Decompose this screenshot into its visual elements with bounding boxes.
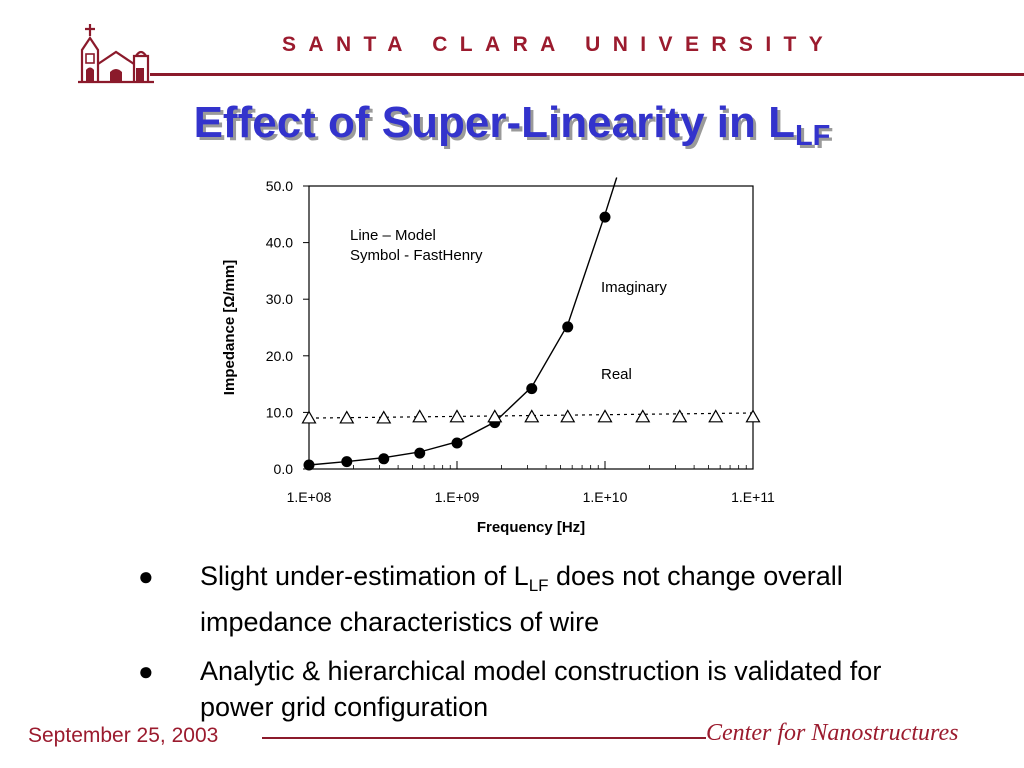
mission-church-icon — [78, 24, 154, 84]
bullet-item: ● Slight under-estimation of LLF does no… — [138, 558, 938, 637]
point-real — [708, 409, 724, 423]
x-tick-label: 1.E+11 — [731, 489, 775, 505]
x-tick-label: 1.E+08 — [287, 489, 332, 505]
point-imaginary — [451, 437, 463, 449]
slide-title-subscript: LF — [794, 120, 831, 152]
y-axis-label: Impedance [Ω/mm] — [221, 260, 238, 395]
point-real — [672, 409, 688, 423]
point-imaginary — [414, 447, 426, 459]
bullet-item: ● Analytic & hierarchical model construc… — [138, 653, 938, 727]
y-tick-label: 40.0 — [266, 235, 293, 251]
point-imaginary — [378, 453, 390, 465]
model-line-imaginary — [309, 177, 618, 466]
legend-symbol-fasthenry: Symbol - FastHenry — [350, 247, 483, 264]
point-imaginary — [526, 383, 538, 395]
y-tick-label: 10.0 — [266, 404, 293, 420]
point-real — [301, 410, 317, 424]
y-tick-label: 0.0 — [274, 461, 294, 477]
x-tick-label: 1.E+09 — [435, 489, 480, 505]
x-axis-label: Frequency [Hz] — [477, 519, 585, 536]
footer-date: September 25, 2003 — [28, 724, 219, 747]
y-tick-label: 30.0 — [266, 291, 293, 307]
bullet-dot: ● — [138, 656, 154, 686]
point-real — [745, 409, 761, 423]
impedance-chart: 0.0 10.0 20.0 30.0 40.0 50.0 1.E+08 1.E+09 1.E+1… — [221, 177, 775, 536]
point-imaginary — [341, 456, 353, 468]
slide-title: Effect of Super-Linearity in LLF — [0, 98, 1024, 153]
point-real — [524, 409, 540, 423]
point-real — [487, 409, 503, 423]
legend-line-model: Line – Model — [350, 227, 436, 244]
point-real — [412, 409, 428, 423]
point-real — [449, 409, 465, 423]
slide-title-main: Effect of Super-Linearity in L — [193, 98, 795, 147]
university-name: SANTA CLARA UNIVERSITY — [282, 33, 836, 56]
point-imaginary — [562, 321, 574, 333]
annotation-imaginary: Imaginary — [601, 279, 667, 296]
point-real — [635, 409, 651, 423]
point-real — [339, 410, 355, 424]
annotation-real: Real — [601, 366, 632, 383]
footer-center-name: Center for Nanostructures — [706, 720, 959, 746]
point-real — [597, 409, 613, 423]
bullet-dot: ● — [138, 561, 154, 591]
bullet-text: Analytic & hierarchical model constructi… — [200, 656, 882, 722]
point-real — [376, 410, 392, 424]
y-tick-label: 50.0 — [266, 178, 293, 194]
header-rule — [150, 73, 1024, 76]
point-real — [560, 409, 576, 423]
point-imaginary — [303, 459, 315, 471]
point-imaginary — [599, 211, 611, 223]
footer-rule — [262, 737, 706, 739]
x-tick-label: 1.E+10 — [583, 489, 628, 505]
y-tick-label: 20.0 — [266, 348, 293, 364]
bullet-text: Slight under-estimation of LLF does not … — [200, 561, 843, 637]
